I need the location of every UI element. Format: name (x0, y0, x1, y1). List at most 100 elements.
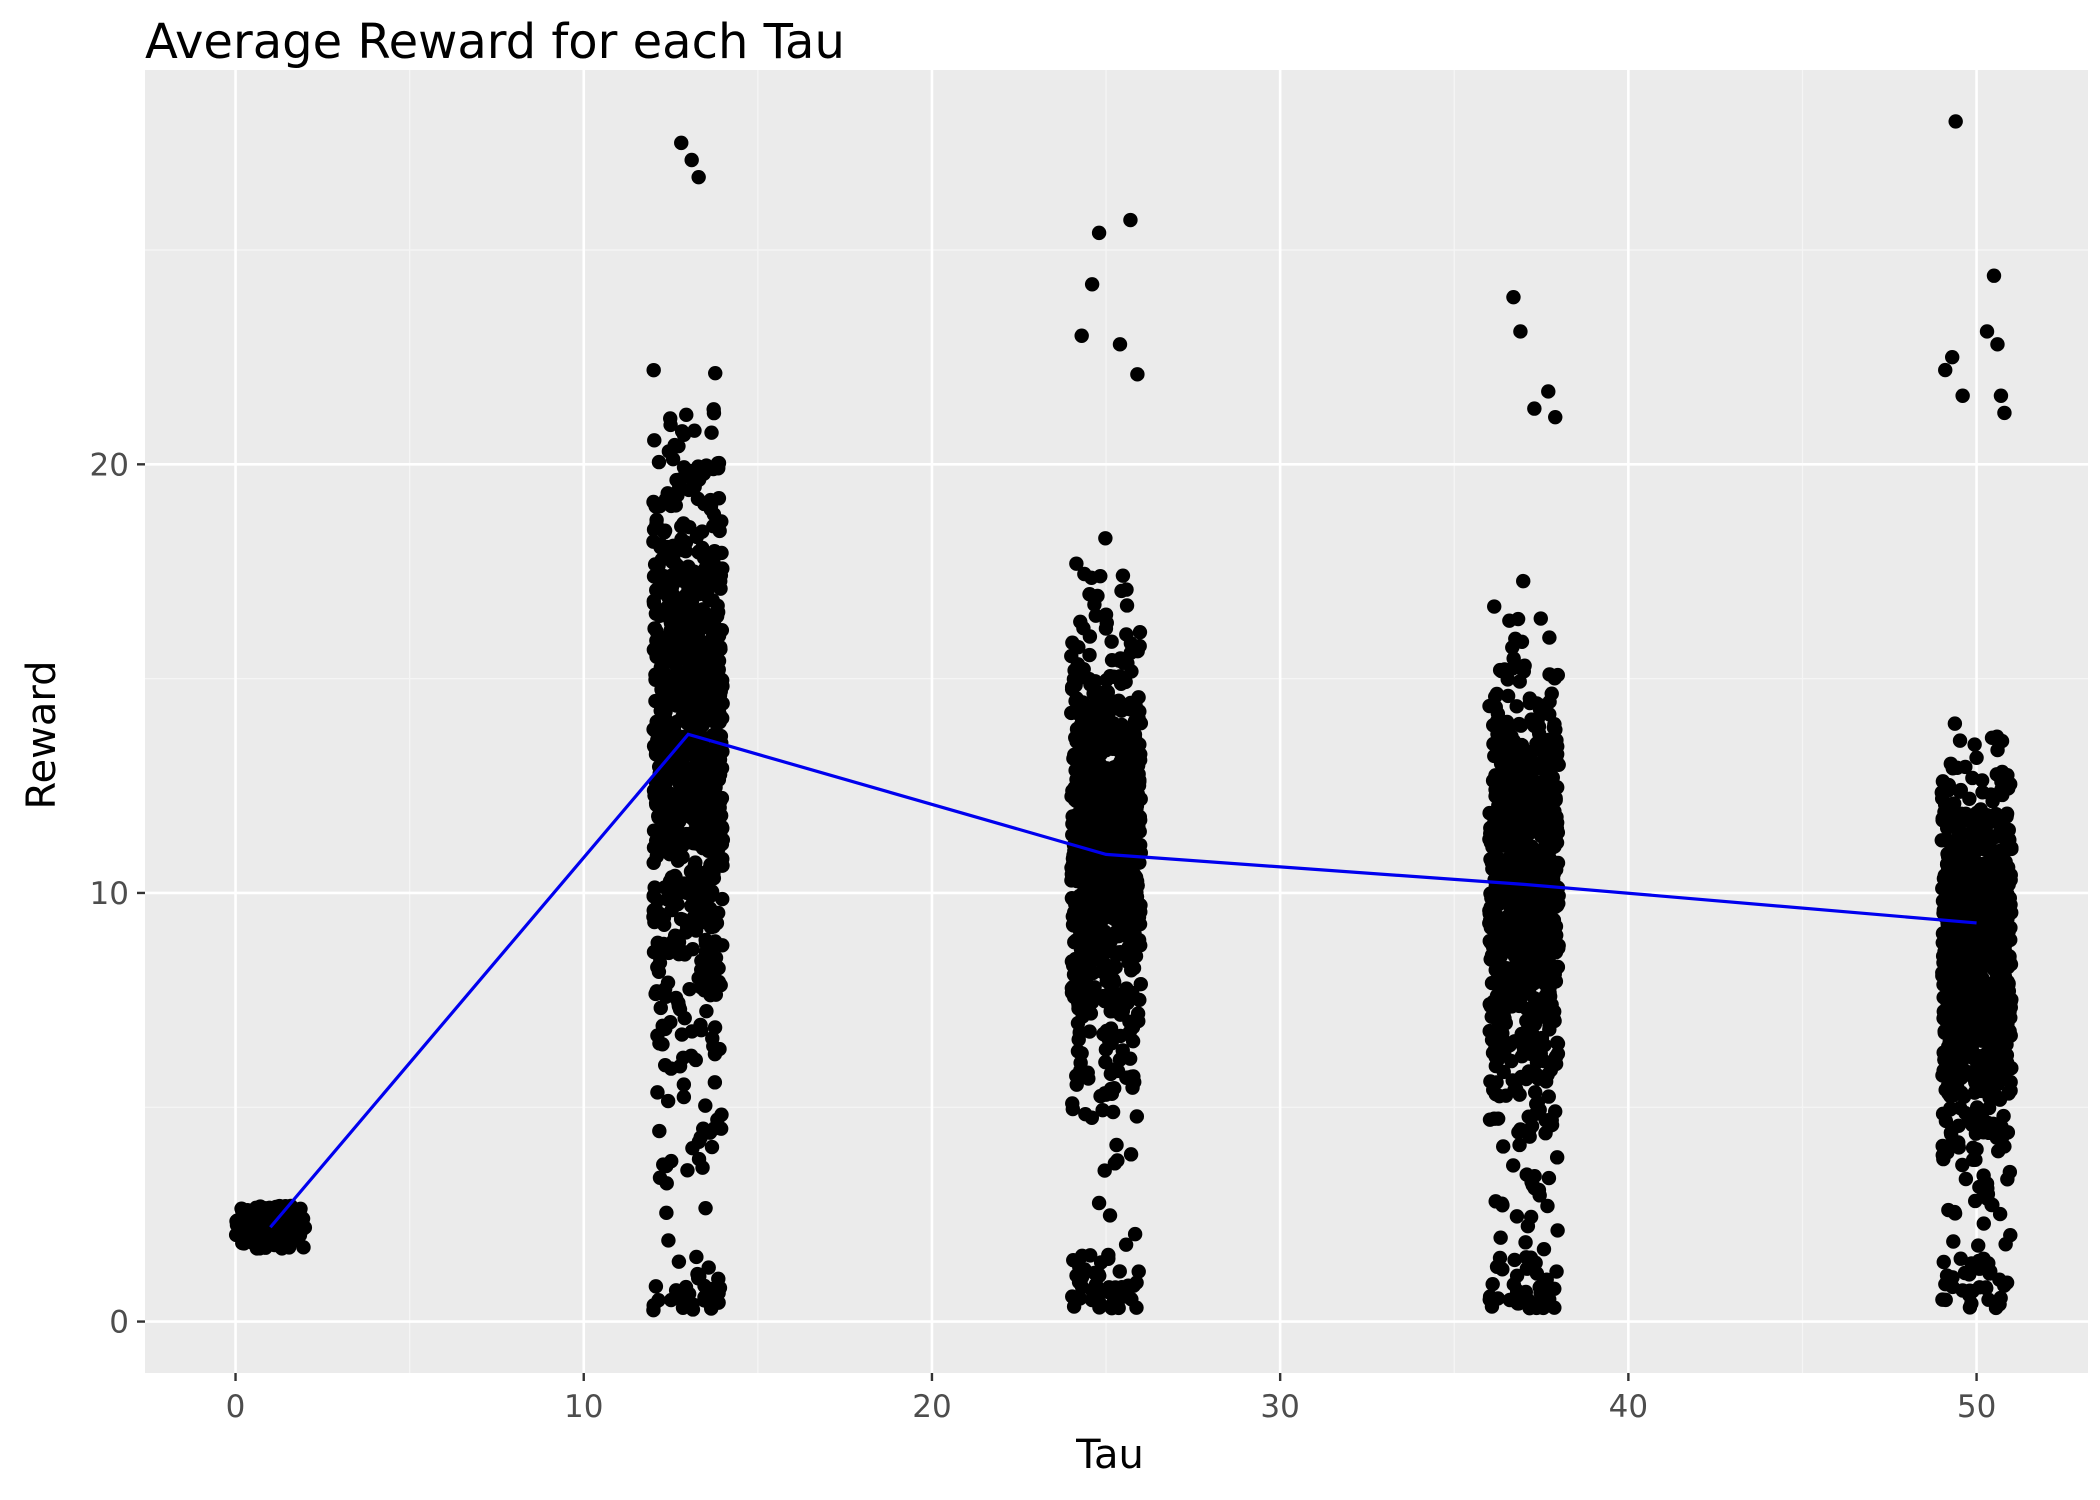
data-point (668, 498, 683, 513)
data-point (1105, 928, 1121, 943)
data-point (666, 828, 681, 843)
data-point (647, 621, 663, 636)
data-point (1105, 781, 1120, 797)
data-point (1132, 809, 1148, 825)
data-point (1508, 631, 1523, 646)
data-point (694, 962, 709, 977)
data-point (1509, 699, 1524, 714)
data-point (1516, 812, 1531, 827)
data-point (1999, 879, 2015, 895)
data-point (655, 1037, 670, 1052)
data-point (687, 766, 702, 781)
data-point (2002, 1164, 2018, 1180)
data-point (1534, 962, 1550, 977)
data-point (1084, 772, 1099, 787)
data-point (1492, 1088, 1507, 1104)
data-point (1967, 737, 1982, 752)
data-point (1118, 1237, 1134, 1252)
data-point (1947, 1206, 1963, 1221)
data-point (698, 1098, 713, 1113)
data-point (1529, 761, 1544, 777)
data-point (712, 523, 727, 539)
data-point (689, 1249, 704, 1265)
data-point (1496, 1014, 1511, 1030)
data-point (668, 633, 683, 648)
data-point (1541, 1089, 1556, 1104)
data-point (1989, 966, 2004, 982)
data-point (1489, 1075, 1504, 1090)
data-point (657, 750, 672, 766)
data-point (1546, 838, 1562, 854)
data-point (1986, 931, 2001, 946)
data-point (1946, 1234, 1961, 1249)
data-point (663, 417, 678, 433)
data-point (660, 1093, 676, 1109)
data-point (1980, 1181, 1995, 1196)
data-point (1070, 810, 1086, 825)
data-point (1084, 1283, 1100, 1298)
data-point (1527, 401, 1542, 416)
data-point (701, 753, 716, 768)
data-point (1959, 907, 1974, 923)
data-point (678, 543, 693, 559)
x-tick-label: 0 (226, 1389, 246, 1425)
data-point (671, 998, 687, 1014)
data-point (1986, 1071, 2002, 1086)
data-point (705, 613, 720, 628)
data-point (1083, 791, 1099, 807)
data-point (1101, 1031, 1116, 1047)
data-point (1099, 973, 1114, 989)
data-point (1073, 717, 1089, 732)
data-point (1490, 1291, 1506, 1306)
mean-reward-line (269, 732, 1977, 1229)
data-point (1946, 811, 1961, 826)
data-point (1952, 733, 1968, 748)
data-point (1938, 1113, 1954, 1129)
data-point (674, 604, 689, 620)
data-point (654, 637, 669, 653)
data-point (649, 649, 664, 664)
data-point (1951, 1118, 1966, 1134)
data-point (1540, 1198, 1555, 1214)
data-point (1980, 1191, 1995, 1207)
data-point (1949, 1079, 1965, 1095)
data-point (1486, 1111, 1502, 1126)
data-point (1511, 831, 1526, 846)
data-point (1522, 1129, 1537, 1144)
data-point (1493, 1230, 1508, 1245)
data-point (1523, 1046, 1539, 1062)
data-point (1535, 940, 1550, 955)
data-point (1965, 1140, 1981, 1156)
data-point (1482, 1023, 1497, 1039)
data-point (698, 1200, 713, 1216)
data-point (1131, 932, 1147, 948)
data-point (691, 544, 707, 559)
data-point (689, 783, 704, 798)
data-point (1083, 1006, 1099, 1021)
data-point (1548, 790, 1563, 806)
data-point (1944, 981, 1960, 996)
data-point (1999, 925, 2015, 940)
data-point (1066, 967, 1082, 982)
data-point (1091, 225, 1107, 241)
data-point (1520, 939, 1536, 954)
data-point (714, 1107, 729, 1122)
data-point (2003, 1074, 2018, 1090)
data-point (1083, 1248, 1098, 1263)
data-point (1077, 952, 1092, 968)
data-point (1494, 663, 1509, 679)
data-point (1520, 1218, 1536, 1234)
data-point (1490, 965, 1505, 980)
data-point (654, 836, 669, 851)
data-point (1999, 1013, 2014, 1028)
data-point (1516, 573, 1531, 589)
data-point (1111, 996, 1126, 1011)
data-point (1545, 873, 1561, 888)
data-point (676, 516, 691, 531)
data-point (713, 1121, 729, 1136)
data-point (1502, 961, 1517, 976)
data-point (1507, 1252, 1522, 1268)
data-point (1549, 780, 1565, 795)
data-point (676, 1089, 692, 1105)
data-point (1098, 1087, 1114, 1102)
